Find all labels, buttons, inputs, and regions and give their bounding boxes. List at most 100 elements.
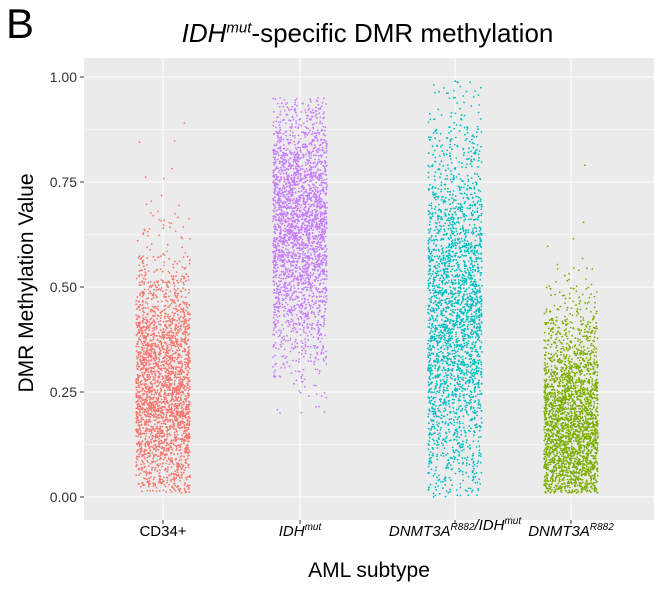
data-point	[180, 471, 183, 474]
data-point	[188, 217, 190, 220]
data-point	[178, 393, 180, 395]
data-point	[309, 100, 312, 103]
data-point	[139, 369, 142, 371]
data-point	[177, 488, 180, 490]
data-point	[159, 469, 161, 472]
data-point	[176, 342, 178, 345]
data-point	[309, 276, 312, 279]
data-point	[300, 218, 303, 221]
data-point	[164, 418, 167, 421]
data-point	[185, 429, 188, 432]
data-point	[171, 391, 174, 394]
data-point	[296, 260, 299, 263]
data-point	[287, 196, 290, 198]
data-point	[147, 345, 150, 348]
data-point	[317, 332, 319, 334]
data-point	[170, 441, 173, 444]
data-point	[142, 418, 145, 421]
data-point	[300, 307, 303, 310]
title-gene-sup: mut	[226, 19, 252, 37]
data-point	[156, 427, 159, 430]
data-point	[304, 282, 307, 285]
data-point	[311, 258, 314, 261]
data-point	[278, 280, 280, 283]
data-point	[173, 404, 176, 406]
data-point	[303, 186, 305, 189]
data-point	[162, 476, 165, 479]
data-point	[184, 451, 187, 454]
data-point	[144, 458, 146, 460]
data-point	[310, 152, 313, 154]
data-point	[186, 457, 189, 460]
data-point	[161, 347, 164, 350]
data-point	[280, 189, 283, 192]
data-point	[169, 321, 172, 323]
data-point	[274, 311, 276, 314]
data-point	[159, 268, 162, 271]
data-point	[183, 122, 186, 125]
data-point	[177, 485, 180, 487]
data-point	[173, 319, 176, 321]
data-point	[153, 281, 156, 284]
data-point	[183, 438, 186, 441]
data-point	[153, 288, 155, 291]
data-point	[290, 285, 293, 288]
data-point	[287, 325, 289, 328]
data-point	[162, 177, 165, 180]
data-point	[185, 449, 187, 451]
data-point	[142, 310, 144, 313]
data-point	[135, 401, 138, 403]
data-point	[325, 188, 328, 191]
data-point	[273, 204, 275, 207]
data-point	[168, 474, 170, 477]
data-point	[150, 433, 152, 436]
data-point	[170, 365, 173, 368]
data-point	[164, 367, 167, 369]
data-point	[309, 271, 312, 274]
data-point	[303, 294, 306, 296]
data-point	[138, 270, 141, 272]
data-point	[146, 349, 149, 351]
data-point	[284, 235, 286, 237]
data-point	[187, 377, 190, 379]
data-point	[174, 379, 176, 382]
data-point	[275, 201, 277, 204]
data-point	[173, 433, 176, 436]
data-point	[184, 315, 186, 318]
data-point	[317, 279, 320, 282]
data-point	[156, 432, 159, 435]
data-point	[316, 228, 319, 230]
data-point	[284, 183, 287, 186]
data-point	[308, 224, 311, 227]
data-point	[189, 317, 191, 320]
data-point	[171, 394, 173, 397]
data-point	[284, 206, 287, 209]
data-point	[323, 232, 326, 234]
data-point	[301, 224, 303, 227]
data-point	[319, 279, 322, 282]
data-point	[301, 167, 304, 170]
data-point	[288, 119, 290, 122]
data-point	[166, 433, 168, 436]
data-point	[298, 209, 301, 212]
data-point	[152, 330, 154, 332]
data-point	[301, 256, 304, 259]
data-point	[319, 203, 322, 206]
data-point	[284, 201, 287, 204]
data-point	[273, 263, 275, 266]
data-point	[315, 261, 318, 264]
data-point	[135, 303, 138, 306]
data-point	[277, 285, 280, 287]
data-point	[187, 311, 190, 313]
data-point	[309, 346, 312, 348]
data-point	[188, 417, 190, 419]
data-point	[181, 378, 184, 381]
data-point	[317, 199, 319, 202]
data-point	[290, 108, 293, 111]
data-point	[280, 286, 282, 289]
data-point	[153, 448, 155, 451]
data-point	[295, 331, 298, 334]
data-point	[172, 423, 175, 426]
data-point	[301, 247, 304, 250]
data-point	[154, 423, 157, 426]
